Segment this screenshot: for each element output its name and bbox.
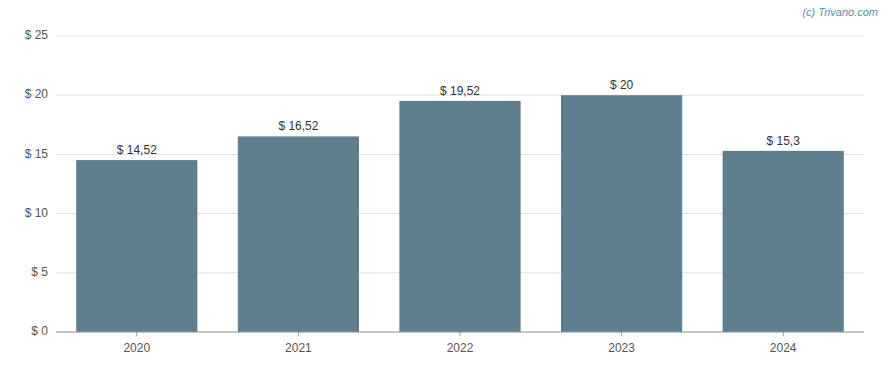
data-label: $ 19,52 (440, 84, 480, 98)
data-label: $ 15,3 (767, 134, 801, 148)
chart-svg: $ 0 $ 5 $ 10 $ 15 $ 20 $ 25 2020 2021 2022 2023 20… (0, 0, 888, 370)
y-tick-label: $ 15 (25, 147, 49, 161)
x-tick (136, 332, 137, 336)
x-tick-label: 2020 (123, 341, 150, 355)
bar (238, 136, 359, 332)
y-tick-label: $ 0 (31, 324, 48, 338)
x-tick (621, 332, 622, 336)
bar (399, 101, 520, 332)
grid-line (56, 36, 864, 37)
data-label: $ 20 (610, 78, 634, 92)
bars (76, 95, 844, 332)
y-tick-label: $ 5 (31, 265, 48, 279)
bar (561, 95, 682, 332)
x-tick-label: 2024 (770, 341, 797, 355)
x-tick (298, 332, 299, 336)
x-tick (783, 332, 784, 336)
x-tick-label: 2022 (447, 341, 474, 355)
data-label: $ 14,52 (117, 143, 157, 157)
bar (723, 151, 844, 332)
x-tick-label: 2023 (608, 341, 635, 355)
x-tick (460, 332, 461, 336)
y-tick-label: $ 10 (25, 206, 49, 220)
chart-container: $ 0 $ 5 $ 10 $ 15 $ 20 $ 25 2020 2021 2022 2023 20… (0, 0, 888, 370)
grid (56, 36, 864, 332)
bar (76, 160, 197, 332)
data-label: $ 16,52 (278, 119, 318, 133)
watermark: (c) Trivano.com (802, 6, 878, 18)
y-tick-label: $ 25 (25, 28, 49, 42)
y-tick-label: $ 20 (25, 87, 49, 101)
x-tick-label: 2021 (285, 341, 312, 355)
